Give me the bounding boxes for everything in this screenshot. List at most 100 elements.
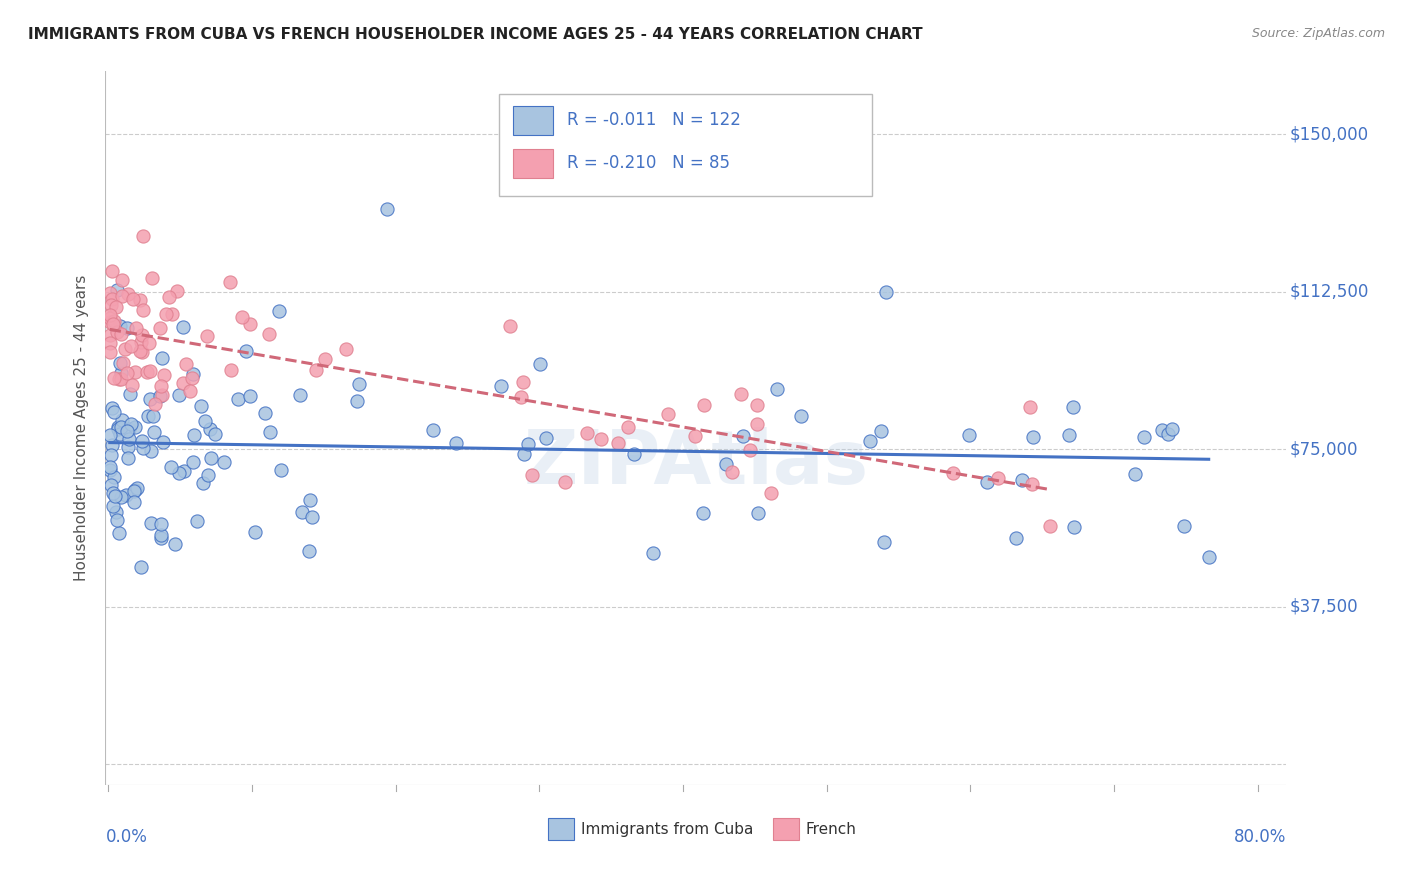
Point — [172, 376, 194, 390]
Point — [859, 434, 882, 449]
Text: Immigrants from Cuba: Immigrants from Cuba — [582, 822, 754, 837]
Point — [103, 314, 125, 328]
Point — [1019, 400, 1042, 414]
Point — [1173, 518, 1195, 533]
Point — [1156, 426, 1178, 441]
Point — [1022, 430, 1045, 444]
Point — [110, 366, 132, 380]
Point — [120, 339, 142, 353]
Point — [118, 387, 141, 401]
Point — [139, 364, 162, 378]
Point — [98, 345, 121, 359]
Point — [942, 466, 965, 480]
Point — [873, 534, 896, 549]
Point — [105, 513, 128, 527]
Point — [1062, 401, 1084, 415]
Point — [617, 420, 640, 434]
Point — [103, 405, 125, 419]
Point — [298, 493, 321, 508]
Point — [1021, 476, 1043, 491]
Point — [270, 462, 292, 476]
Point — [291, 505, 314, 519]
Point — [516, 437, 538, 451]
Point — [118, 432, 141, 446]
Point — [111, 413, 134, 427]
Point — [155, 307, 177, 321]
Point — [122, 494, 145, 508]
Point — [693, 399, 716, 413]
Point — [257, 326, 280, 341]
Point — [110, 372, 132, 386]
Point — [219, 363, 242, 377]
Point — [103, 470, 125, 484]
Point — [142, 425, 165, 439]
Point — [243, 524, 266, 539]
Point — [150, 528, 173, 542]
Point — [101, 263, 124, 277]
Point — [186, 514, 208, 528]
Point — [107, 422, 129, 436]
Text: 0.0%: 0.0% — [105, 828, 148, 846]
Point — [132, 441, 155, 455]
Point — [1005, 531, 1028, 545]
Point — [138, 336, 160, 351]
Point — [738, 442, 761, 457]
Point — [132, 302, 155, 317]
Point — [606, 436, 628, 450]
Point — [135, 365, 157, 379]
Point — [108, 319, 131, 334]
Point — [100, 298, 122, 312]
Point — [114, 343, 136, 357]
Point — [139, 392, 162, 406]
Point — [254, 406, 277, 420]
Point — [100, 438, 122, 452]
Point — [167, 388, 190, 402]
Point — [288, 388, 311, 402]
Point — [591, 432, 613, 446]
Point — [160, 307, 183, 321]
Point — [721, 465, 744, 479]
Point — [197, 468, 219, 483]
Point — [643, 546, 665, 560]
Point — [761, 486, 783, 500]
Point — [167, 466, 190, 480]
Point — [117, 321, 139, 335]
Point — [183, 367, 205, 381]
Point — [129, 293, 152, 307]
Point — [190, 399, 212, 413]
Point — [657, 408, 679, 422]
Point — [149, 378, 172, 392]
Point — [101, 401, 124, 415]
Point — [101, 292, 124, 306]
Point — [198, 422, 221, 436]
Text: French: French — [806, 822, 856, 837]
Point — [181, 455, 204, 469]
Point — [101, 500, 124, 514]
Point — [105, 325, 128, 339]
Point — [98, 336, 121, 351]
Point — [131, 344, 153, 359]
Point — [193, 475, 215, 490]
Point — [100, 448, 122, 462]
Point — [301, 510, 323, 524]
Point — [105, 283, 128, 297]
Point — [499, 319, 522, 334]
Point — [489, 379, 512, 393]
Point — [304, 363, 326, 377]
Point — [108, 427, 131, 442]
Point — [124, 365, 146, 379]
Text: R = -0.011   N = 122: R = -0.011 N = 122 — [567, 112, 741, 129]
Point — [103, 371, 125, 385]
Point — [149, 389, 172, 403]
Point — [136, 409, 159, 423]
Point — [104, 490, 127, 504]
Point — [101, 317, 124, 331]
Point — [110, 326, 132, 341]
Point — [131, 434, 153, 449]
Text: ZIPAtlas: ZIPAtlas — [523, 427, 869, 500]
Point — [444, 436, 467, 450]
Point — [149, 517, 172, 532]
Point — [98, 308, 121, 322]
Point — [124, 419, 146, 434]
Point — [111, 356, 134, 370]
